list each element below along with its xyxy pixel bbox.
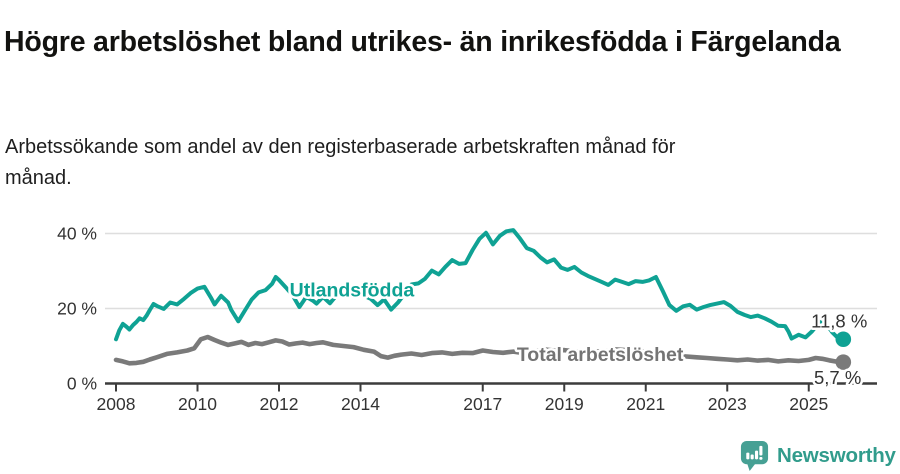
newsworthy-logo: Newsworthy xyxy=(739,439,896,472)
chart-subtitle: Arbetssökande som andel av den registerb… xyxy=(5,136,676,189)
newsworthy-speech-bubble-bar-chart-icon xyxy=(740,440,769,471)
x-axis-tick-label: 2017 xyxy=(463,394,502,414)
series-end-dot-utlandsf-dda xyxy=(835,331,852,348)
x-axis-tick-label: 2023 xyxy=(708,394,747,414)
series-inline-label-utlandsf-dda: Utlandsfödda xyxy=(290,280,415,302)
series-line-total-arbetsl-shet xyxy=(113,334,842,366)
x-axis-tick-label: 2019 xyxy=(545,394,584,414)
series-end-value-total-arbetsl-shet: 5,7 % xyxy=(814,367,861,388)
y-axis-tick-label: 40 % xyxy=(57,224,97,244)
series-line-utlandsf-dda xyxy=(114,228,842,342)
y-axis-tick-label: 0 % xyxy=(67,374,97,394)
brand-wordmark: Newsworthy xyxy=(777,443,896,467)
x-axis-tick-label: 2010 xyxy=(178,394,217,414)
y-axis-tick-label: 20 % xyxy=(57,299,97,319)
x-axis-tick-label: 2012 xyxy=(260,394,299,414)
x-axis-tick-label: 2021 xyxy=(626,394,665,414)
x-axis-tick-label: 2008 xyxy=(97,394,136,414)
page-title: Högre arbetslöshet bland utrikes- än inr… xyxy=(4,26,841,59)
x-axis-tick-label: 2014 xyxy=(341,394,380,414)
series-end-value-utlandsf-dda: 11,8 % xyxy=(811,310,867,331)
series-end-dot-total-arbetsl-shet xyxy=(835,354,852,370)
x-axis-tick-label: 2025 xyxy=(789,394,828,414)
series-inline-label-total-arbetsl-shet: Total arbetslöshet xyxy=(517,344,684,366)
